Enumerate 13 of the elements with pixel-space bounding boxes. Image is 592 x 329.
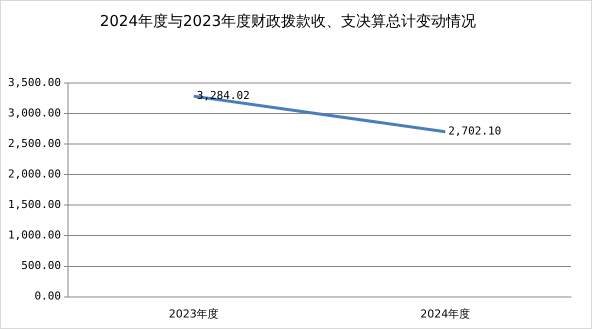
y-tick-label: 2,000.00: [8, 167, 61, 180]
data-label: 2,702.10: [448, 124, 502, 138]
x-tick-label: 2023年度: [168, 307, 219, 320]
y-tick-label: 2,500.00: [8, 136, 61, 150]
y-tick-label: 1,000.00: [8, 228, 61, 242]
x-tick-label: 2024年度: [420, 307, 470, 320]
y-tick-label: 500.00: [21, 259, 61, 272]
y-tick-label: 1,500.00: [8, 198, 61, 212]
y-tick-label: 3,500.00: [8, 76, 61, 89]
y-tick-label: 3,000.00: [8, 106, 61, 120]
chart-title: 2024年度与2023年度财政拨款收、支决算总计变动情况: [100, 12, 476, 30]
data-label: 3,284.02: [196, 89, 250, 102]
y-tick-label: 0.00: [34, 290, 61, 303]
